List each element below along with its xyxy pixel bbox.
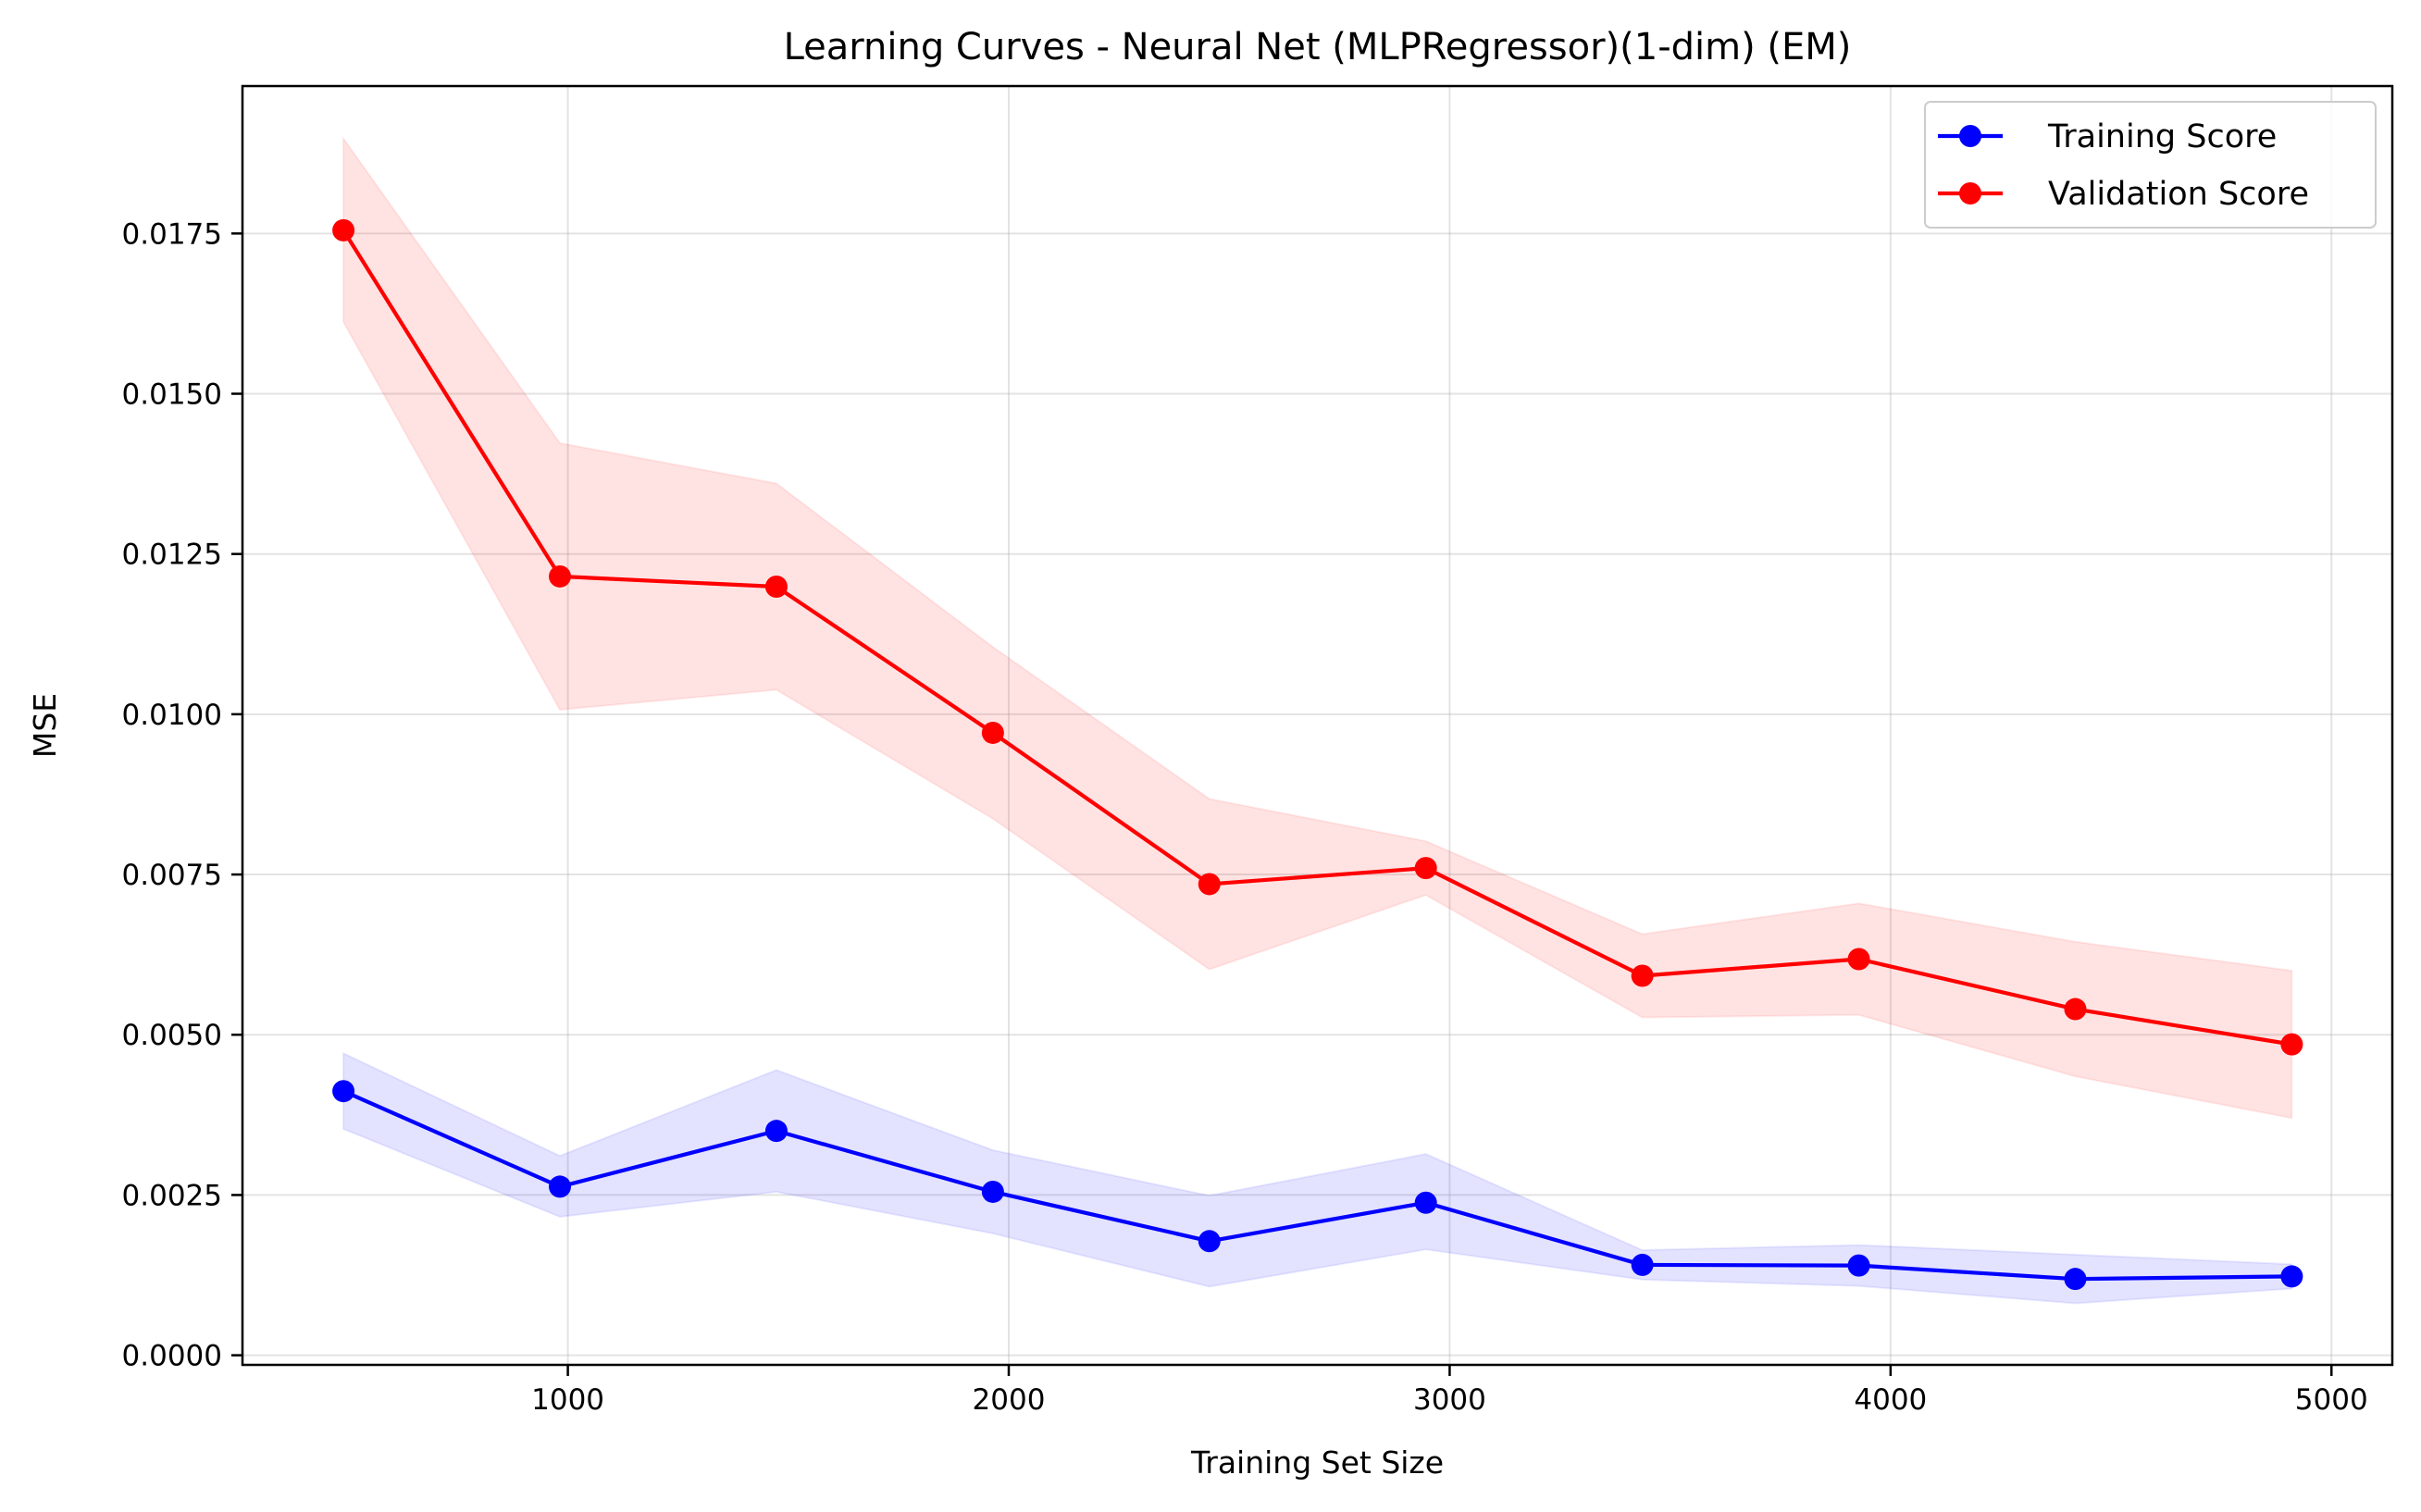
series-line-0 (342, 1089, 2292, 1282)
data-point-0-8 (2064, 1268, 2087, 1291)
data-point-1-4 (1198, 873, 1221, 896)
x-tick-label: 2000 (973, 1383, 1046, 1417)
legend-marker-0 (1959, 125, 1981, 147)
x-axis-label: Training Set Size (1190, 1444, 1444, 1481)
data-point-0-6 (1631, 1253, 1654, 1276)
y-tick-label: 0.0150 (122, 378, 222, 412)
series-line-1 (341, 229, 2292, 1047)
data-point-1-6 (1631, 964, 1654, 987)
data-point-1-3 (981, 721, 1004, 744)
chart-title: Learning Curves - Neural Net (MLPRegress… (784, 26, 1852, 68)
data-point-0-5 (1414, 1191, 1437, 1214)
data-point-1-1 (549, 564, 572, 588)
y-tick-label: 0.0175 (122, 217, 222, 251)
legend-marker-1 (1959, 182, 1981, 204)
y-tick-label: 0.0075 (122, 859, 222, 892)
data-point-1-2 (764, 576, 788, 599)
x-tick-label: 4000 (1854, 1383, 1927, 1417)
data-point-1-0 (332, 218, 355, 242)
data-point-1-9 (2280, 1033, 2303, 1056)
axis-ticks: 1000 2000 3000 4000 5000 0.0000 0.0025 0.0050 0.… (122, 217, 2368, 1417)
plot-area-frame (241, 84, 2394, 1367)
data-point-0-3 (981, 1180, 1004, 1203)
data-point-0-0 (332, 1080, 355, 1103)
data-point-1-7 (1847, 948, 1870, 971)
data-point-0-9 (2280, 1265, 2303, 1288)
legend-label-1: Validation Score (2048, 176, 2309, 213)
data-point-0-7 (1847, 1254, 1870, 1277)
data-point-0-2 (764, 1120, 788, 1143)
y-tick-label: 0.0050 (122, 1019, 222, 1052)
confidence-band-0 (342, 1051, 2293, 1305)
data-point-0-1 (549, 1175, 572, 1198)
y-tick-label: 0.0125 (122, 539, 222, 572)
legend-label-0: Training Score (2047, 118, 2277, 155)
x-tick-label: 5000 (2295, 1383, 2368, 1417)
data-point-0-4 (1198, 1230, 1221, 1253)
y-tick-label: 0.0025 (122, 1179, 222, 1212)
confidence-bands (342, 135, 2293, 1305)
x-tick-label: 3000 (1413, 1383, 1486, 1417)
legend: Training Score Validation Score (1924, 101, 2377, 229)
series-lines (332, 218, 2303, 1291)
data-point-1-8 (2064, 998, 2087, 1021)
y-tick-label: 0.0000 (122, 1340, 222, 1373)
grid-lines (242, 86, 2392, 1365)
y-tick-label: 0.0100 (122, 699, 222, 732)
y-axis-label: MSE (27, 693, 63, 758)
data-point-1-5 (1414, 857, 1437, 880)
confidence-band-1 (342, 135, 2293, 1120)
x-tick-label: 1000 (531, 1383, 604, 1417)
legend-box (1924, 101, 2377, 229)
